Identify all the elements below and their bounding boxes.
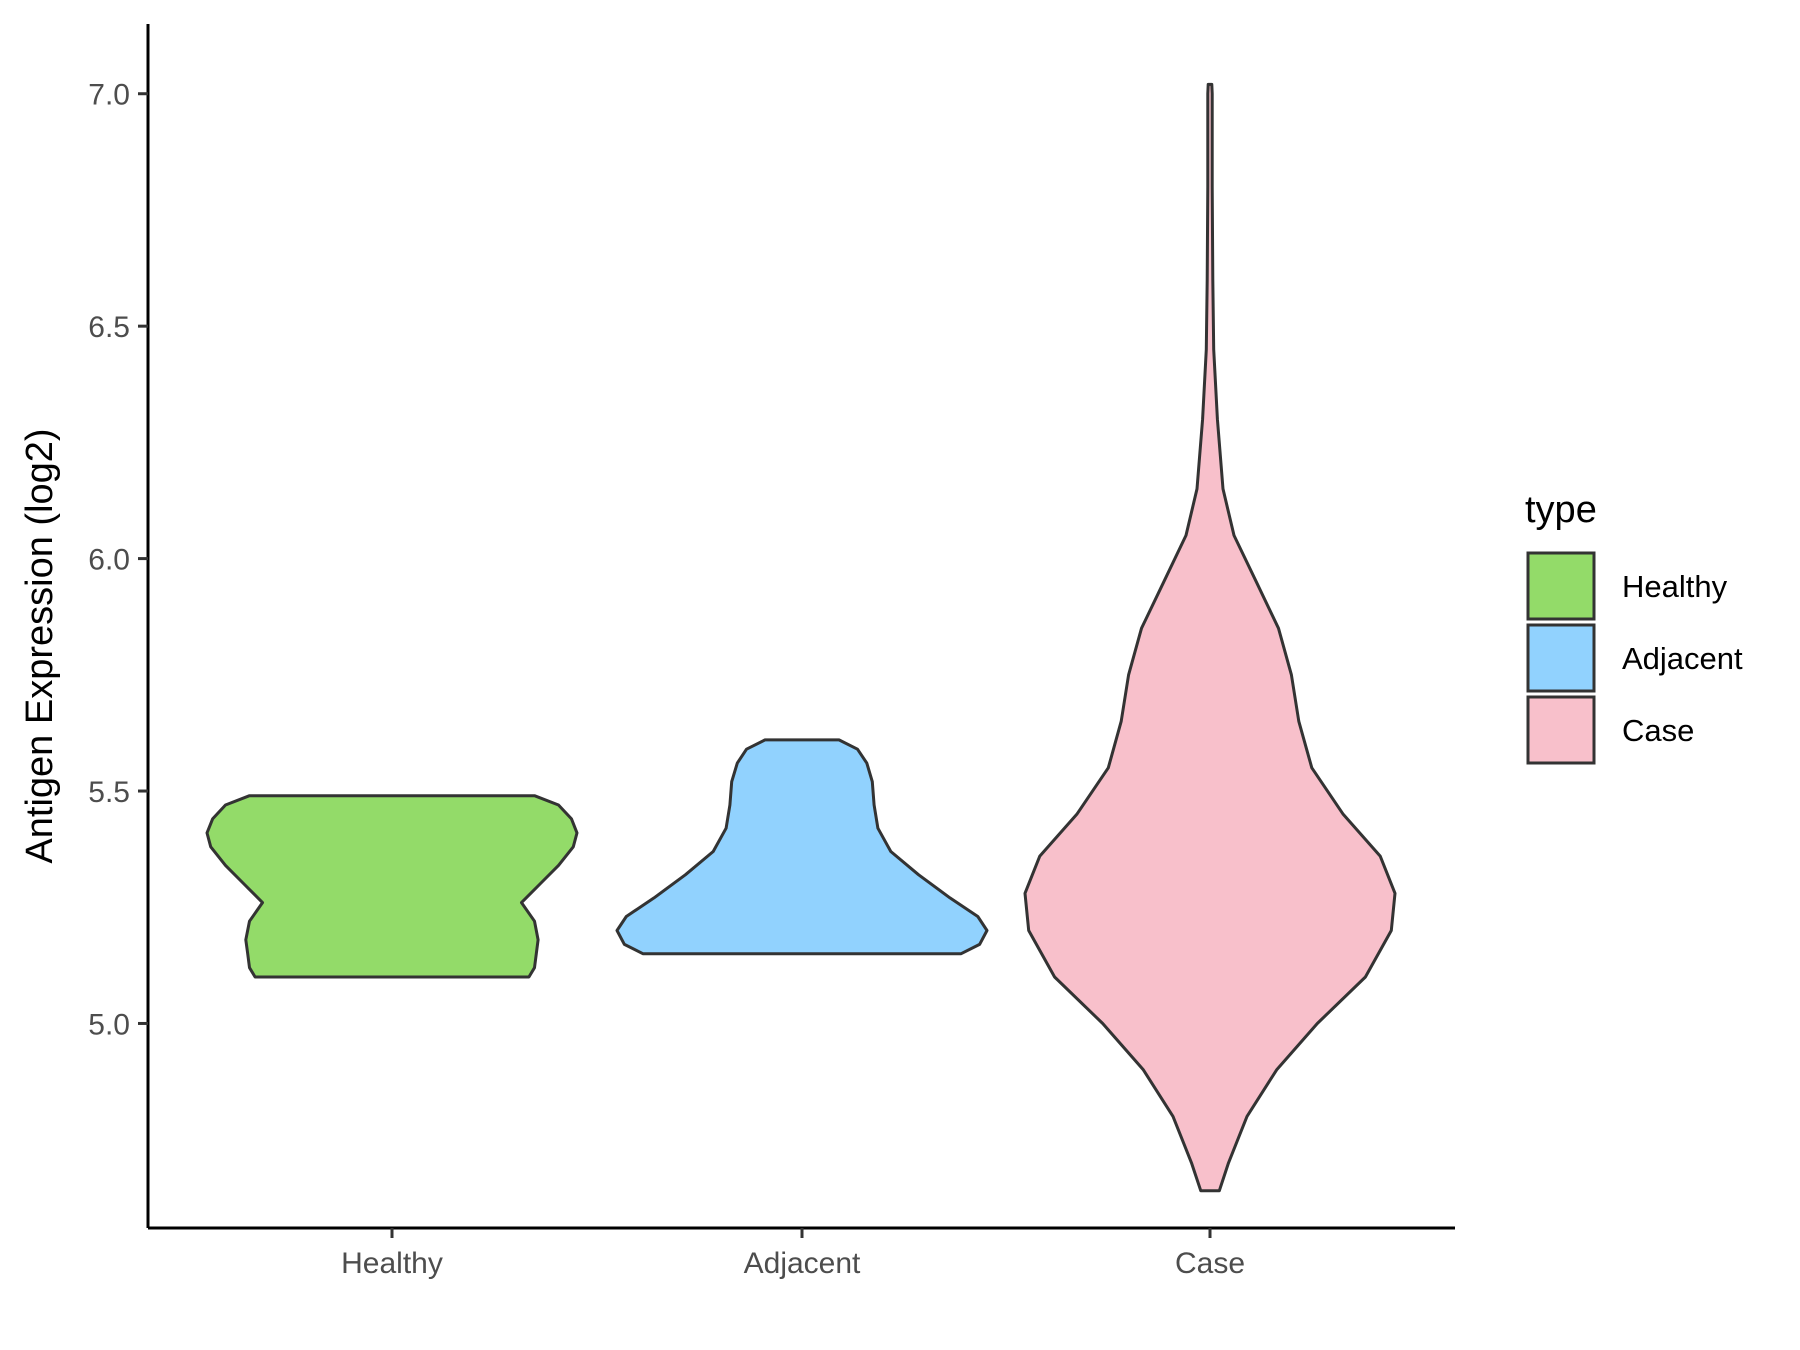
y-axis-ticks: 5.0 5.5 6.0 6.5 7.0 xyxy=(88,79,148,1041)
y-tick-label: 5.0 xyxy=(88,1008,130,1041)
x-tick-label: Case xyxy=(1175,1247,1245,1280)
y-tick-label: 5.5 xyxy=(88,776,130,809)
legend-items: Healthy Adjacent Case xyxy=(1526,551,1743,765)
legend-swatch-healthy xyxy=(1526,551,1596,621)
x-tick-label: Adjacent xyxy=(744,1247,861,1280)
x-tick-label: Healthy xyxy=(341,1247,443,1280)
y-tick-label: 7.0 xyxy=(88,79,130,112)
legend-swatch-adjacent xyxy=(1526,623,1596,693)
x-axis-ticks: Healthy Adjacent Case xyxy=(341,1228,1245,1280)
violin-layer xyxy=(205,82,1397,1193)
legend-title: type xyxy=(1525,489,1597,531)
y-tick-label: 6.0 xyxy=(88,544,130,577)
legend-label-case: Case xyxy=(1622,713,1694,748)
violin-healthy xyxy=(205,794,579,979)
violin-case xyxy=(1023,82,1397,1193)
legend-swatch-case xyxy=(1526,695,1596,765)
y-axis-title: Antigen Expression (log2) xyxy=(19,428,61,863)
legend-label-healthy: Healthy xyxy=(1622,569,1728,604)
legend-label-adjacent: Adjacent xyxy=(1622,641,1743,676)
legend: type Healthy Adjacent Case xyxy=(1525,489,1743,765)
y-tick-label: 6.5 xyxy=(88,311,130,344)
violin-adjacent xyxy=(615,738,989,956)
